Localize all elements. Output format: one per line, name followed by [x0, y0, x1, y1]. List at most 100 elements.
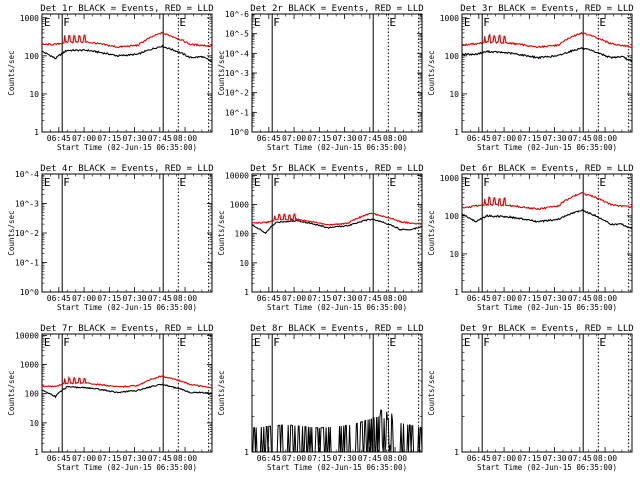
interval-marker-label: F	[63, 176, 70, 189]
interval-marker-label: E	[389, 336, 396, 349]
panel-title: Det 9r BLACK = Events, RED = LLD	[460, 324, 633, 334]
series-events-line	[461, 209, 633, 229]
panel-det-8r: Det 8r BLACK = Events, RED = LLD 1 Counts/…	[217, 324, 424, 472]
series-events-line	[252, 218, 423, 235]
interval-marker-label: E	[44, 176, 51, 189]
interval-marker-label: F	[273, 16, 280, 29]
series-events-line	[41, 44, 213, 62]
y-tick-label: 100	[25, 390, 40, 399]
x-tick-label: 06:45	[467, 294, 491, 303]
y-tick-label: 10^-3	[15, 200, 39, 209]
interval-marker-label: E	[389, 176, 396, 189]
panel-title: Det 5r BLACK = Events, RED = LLD	[250, 164, 423, 174]
panel-det-9r: Det 9r BLACK = Events, RED = LLD 1 Counts/…	[427, 324, 634, 472]
x-tick-label: 07:00	[72, 294, 96, 303]
x-tick-label: 07:15	[97, 294, 121, 303]
plot-frame	[461, 173, 633, 293]
y-tick-label: 1	[454, 448, 459, 457]
series-events-line	[461, 46, 633, 62]
x-tick-label: 07:45	[358, 134, 382, 143]
x-tick-label: 07:00	[282, 294, 306, 303]
x-tick-label: 06:45	[467, 134, 491, 143]
interval-marker-label: E	[254, 176, 261, 189]
x-tick-label: 08:00	[173, 294, 197, 303]
series-lld-line	[41, 31, 213, 49]
series-events-line	[252, 409, 423, 453]
y-tick-label: 100	[25, 52, 40, 61]
y-tick-label: 1	[34, 128, 39, 137]
y-axis-label: Counts/sec	[217, 370, 226, 415]
panel-det-5r: Det 5r BLACK = Events, RED = LLD 1 10 100 10…	[217, 164, 424, 312]
interval-marker-label: F	[483, 176, 490, 189]
x-tick-label: 08:00	[593, 134, 617, 143]
y-tick-label: 10^0	[230, 128, 249, 137]
panel-title: Det 8r BLACK = Events, RED = LLD	[250, 324, 423, 334]
interval-marker-label: E	[44, 336, 51, 349]
y-axis-label: Counts/sec	[427, 50, 436, 95]
plot-frame	[251, 13, 423, 133]
plot-frame	[41, 13, 213, 133]
y-axis-label: Counts/sec	[217, 50, 226, 95]
panel-title: Det 2r BLACK = Events, RED = LLD	[250, 4, 423, 14]
panel-title: Det 6r BLACK = Events, RED = LLD	[460, 164, 633, 174]
y-tick-label: 10	[29, 419, 39, 428]
x-axis-label: Start Time (02-Jun-15 06:35:00)	[267, 143, 407, 152]
x-tick-label: 07:30	[543, 454, 567, 463]
interval-marker-label: F	[63, 336, 70, 349]
x-tick-label: 07:00	[492, 454, 516, 463]
y-axis-label: Counts/sec	[7, 210, 16, 255]
interval-marker-label: E	[599, 336, 606, 349]
panel-det-4r: Det 4r BLACK = Events, RED = LLD 10^0 10^-…	[7, 164, 214, 312]
x-tick-label: 08:00	[383, 454, 407, 463]
y-tick-label: 10	[29, 90, 39, 99]
x-tick-label: 07:30	[333, 134, 357, 143]
y-tick-label: 10^-2	[15, 229, 39, 238]
interval-marker-label: F	[273, 336, 280, 349]
panel-det-1r: Det 1r BLACK = Events, RED = LLD 1 10 100 10…	[7, 4, 214, 152]
x-axis-label: Start Time (02-Jun-15 06:35:00)	[477, 463, 617, 472]
series-events-line	[41, 383, 213, 399]
x-tick-label: 08:00	[383, 294, 407, 303]
x-tick-label: 07:00	[492, 294, 516, 303]
x-tick-label: 07:00	[72, 134, 96, 143]
y-tick-label: 1000	[440, 14, 459, 23]
x-tick-label: 07:45	[568, 294, 592, 303]
x-tick-label: 07:30	[123, 294, 147, 303]
interval-marker-label: E	[599, 16, 606, 29]
interval-marker-label: E	[179, 176, 186, 189]
x-tick-label: 06:45	[257, 294, 281, 303]
interval-marker-label: E	[599, 176, 606, 189]
x-axis-label: Start Time (02-Jun-15 06:35:00)	[57, 463, 197, 472]
y-axis-label: Counts/sec	[7, 370, 16, 415]
x-tick-label: 07:30	[333, 454, 357, 463]
y-tick-label: 1	[34, 448, 39, 457]
panel-det-3r: Det 3r BLACK = Events, RED = LLD 1 10 100 10…	[427, 4, 634, 152]
panel-det-2r: Det 2r BLACK = Events, RED = LLD 10^0 10^-…	[217, 4, 424, 152]
y-tick-label: 10^-1	[225, 108, 249, 117]
x-tick-label: 07:15	[307, 294, 331, 303]
x-tick-label: 07:45	[148, 294, 172, 303]
x-tick-label: 07:00	[282, 454, 306, 463]
interval-marker-label: E	[254, 16, 261, 29]
y-tick-label: 10^-1	[15, 259, 39, 268]
x-tick-label: 06:45	[257, 134, 281, 143]
y-tick-label: 1000	[440, 174, 459, 183]
plot-frame	[251, 173, 423, 293]
y-tick-label: 100	[445, 212, 460, 221]
plot-frame	[41, 173, 213, 293]
x-tick-label: 07:00	[72, 454, 96, 463]
y-tick-label: 1	[454, 128, 459, 137]
panel-title: Det 1r BLACK = Events, RED = LLD	[40, 4, 213, 14]
panel-det-6r: Det 6r BLACK = Events, RED = LLD 1 10 100 10…	[427, 164, 634, 312]
x-tick-label: 06:45	[467, 454, 491, 463]
x-tick-label: 07:30	[543, 294, 567, 303]
interval-marker-label: E	[44, 16, 51, 29]
interval-marker-label: E	[464, 176, 471, 189]
y-tick-label: 10^-4	[15, 170, 39, 179]
x-tick-label: 07:45	[148, 454, 172, 463]
panel-det-7r: Det 7r BLACK = Events, RED = LLD 1 10 100 10…	[7, 324, 214, 472]
x-axis-label: Start Time (02-Jun-15 06:35:00)	[57, 303, 197, 312]
series-lld-line	[251, 212, 423, 226]
y-tick-label: 10^-5	[225, 30, 249, 39]
